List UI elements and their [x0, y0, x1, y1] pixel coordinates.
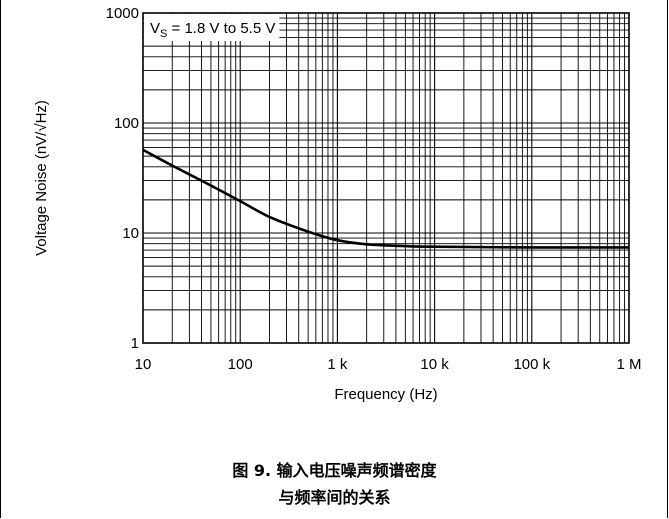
x-tick-label: 1 k: [327, 356, 348, 373]
y-tick-label: 10: [122, 225, 139, 242]
figure-caption-line-1: 图 9. 输入电压噪声频谱密度: [232, 461, 437, 480]
annotation-rest: = 1.8 V to 5.5 V: [167, 20, 275, 37]
x-tick-label: 10: [135, 356, 152, 373]
x-tick-label: 10 k: [420, 356, 449, 373]
y-tick-label: 100: [114, 115, 139, 132]
y-axis-label: Voltage Noise (nV/√Hz): [33, 100, 50, 256]
x-tick-label: 100 k: [513, 356, 550, 373]
annotation-main: V: [150, 20, 160, 37]
x-tick-labels: 10 100 1 k 10 k 100 k 1 M: [135, 356, 642, 373]
x-tick-label: 1 M: [616, 356, 641, 373]
series-layer: [142, 148, 630, 249]
annotation: VS = 1.8 V to 5.5 V: [144, 14, 280, 41]
annotation-subscript: S: [160, 28, 167, 40]
y-tick-label: 1: [131, 335, 139, 352]
y-tick-labels: 1 10 100 1000: [106, 5, 139, 352]
x-tick-label: 100: [228, 356, 253, 373]
figure-caption-line-2: 与频率间的关系: [278, 488, 391, 507]
series-line: [142, 148, 630, 249]
x-axis-label: Frequency (Hz): [334, 386, 437, 403]
grid: [143, 13, 629, 343]
annotation-background: [144, 14, 280, 41]
plot-border: [142, 12, 630, 344]
annotation-text: VS = 1.8 V to 5.5 V: [150, 20, 275, 40]
chart: VS = 1.8 V to 5.5 V 10 100 1 k 10 k 100 k 1 M…: [33, 5, 642, 403]
y-tick-label: 1000: [106, 5, 139, 22]
